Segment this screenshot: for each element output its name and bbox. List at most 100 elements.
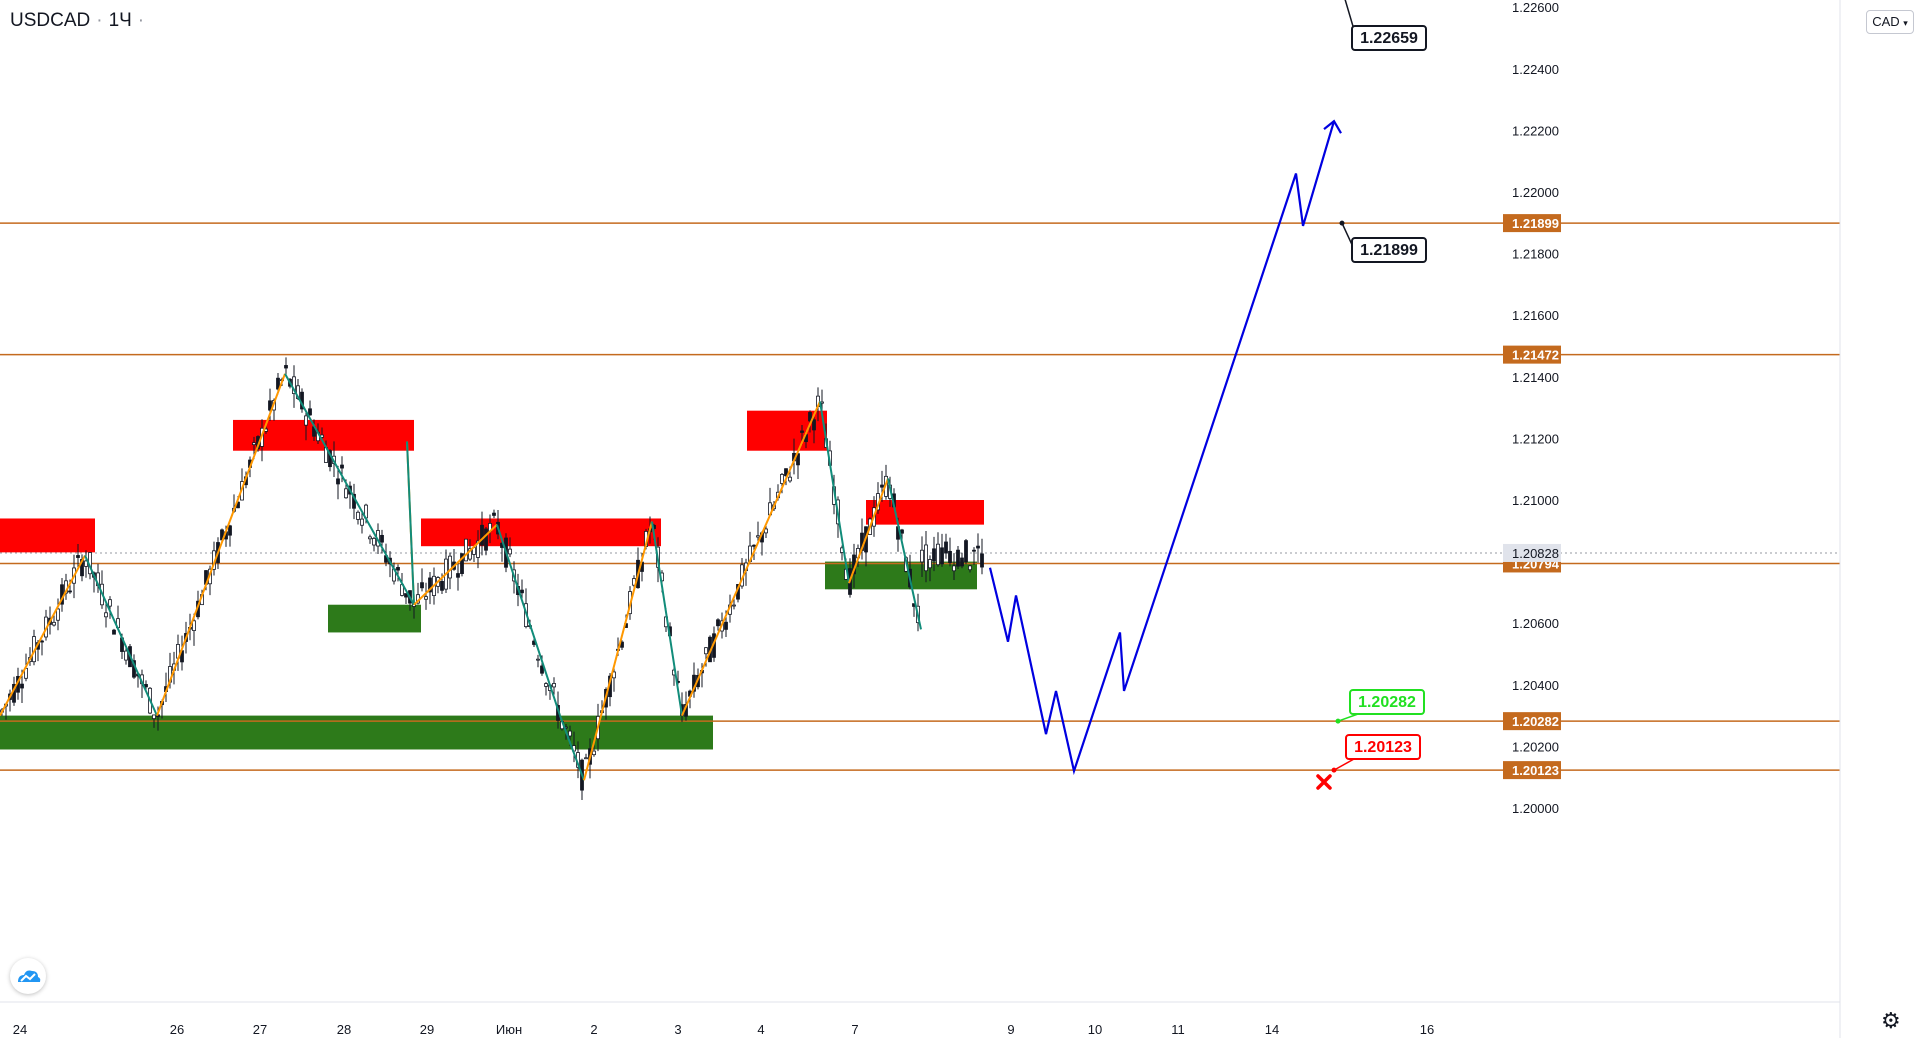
price-tags: 1.226591.218991.214721.207941.202821.201… (1503, 214, 1561, 780)
y-tick-label: 1.20000 (1512, 801, 1559, 816)
zigzag-segment (583, 521, 653, 781)
interval-label: 1Ч (108, 10, 132, 31)
chevron-down-icon: ▾ (1903, 18, 1908, 28)
candle-body (40, 640, 44, 643)
y-tick-label: 1.20600 (1512, 616, 1559, 631)
x-tick-label: 26 (170, 1022, 184, 1037)
take-profit-callout-box (1349, 689, 1425, 715)
candle-body (360, 518, 364, 526)
candle-body (544, 683, 548, 687)
candle-body (704, 647, 708, 655)
candle-body (424, 596, 428, 600)
y-tick-label: 1.21800 (1512, 247, 1559, 262)
supply-zone-3 (747, 410, 827, 451)
candle-body (372, 537, 376, 546)
x-tick-label: 7 (851, 1022, 858, 1037)
candle-body (976, 545, 980, 549)
candle-body (800, 430, 804, 433)
stop-loss-callout-leader (1333, 758, 1355, 771)
candle-body (536, 658, 540, 661)
symbol-name: USDCAD (10, 10, 91, 31)
candle-body (520, 589, 524, 594)
callouts-layer: 1.22659 1.21899 1.20282 1.20123 (1331, 0, 1427, 773)
price-level-tag-label: 1.21472 (1512, 348, 1559, 363)
candle-body (716, 619, 720, 627)
forecast-layer (988, 119, 1342, 776)
candle-body (944, 541, 948, 554)
x-tick-label: 29 (420, 1022, 434, 1037)
price-axis-bg (1840, 0, 1920, 1038)
candle-body (932, 548, 936, 562)
target-callout-anchor (1339, 220, 1345, 226)
tradingview-cloud-icon[interactable] (10, 958, 46, 994)
y-tick-label: 1.21200 (1512, 431, 1559, 446)
candle-body (492, 512, 496, 516)
zigzag-segment (156, 373, 286, 716)
candle-body (284, 365, 288, 369)
candle-body (396, 567, 400, 571)
candle-body (960, 557, 964, 567)
x-tick-label: 27 (253, 1022, 267, 1037)
supply-zone-2 (421, 518, 661, 547)
candle-body (468, 548, 472, 560)
candle-body (420, 582, 424, 589)
take-profit-callout-leader (1337, 713, 1359, 722)
current-price-tag (1503, 543, 1561, 562)
y-tick-label: 1.21600 (1512, 308, 1559, 323)
time-axis: 24 26 27 28 29 Июн 2 3 4 7 9 10 11 14 16 (13, 1022, 1434, 1037)
candle-body (404, 593, 408, 598)
candle-body (764, 528, 768, 534)
zigzag-segment (819, 401, 850, 584)
current-price-label: 1.20828 (1512, 546, 1559, 561)
stop-loss-callout-box (1345, 734, 1421, 760)
price-level-tag-label: 1.21899 (1512, 216, 1559, 231)
candle-body (192, 620, 196, 631)
target-callout-box (1351, 25, 1427, 51)
price-level-tag (1503, 761, 1561, 780)
candle-body (464, 538, 468, 562)
candle-body (104, 612, 108, 618)
price-level-tag (1503, 214, 1561, 233)
candle-body (948, 550, 952, 564)
symbol-header[interactable]: USDCAD · 1Ч · (10, 10, 150, 32)
candle-body (228, 525, 232, 536)
candle-body (480, 524, 484, 546)
zigzag-segment (413, 523, 498, 606)
candle-body (448, 555, 452, 579)
candle-body (756, 535, 760, 538)
price-level-tag-label: 1.20282 (1512, 714, 1559, 729)
candle-body (964, 540, 968, 563)
candle-body (268, 400, 272, 411)
y-tick-label: 1.21000 (1512, 493, 1559, 508)
candle-body (940, 547, 944, 565)
candle-body (972, 549, 976, 552)
currency-button[interactable]: CAD ▾ (1866, 10, 1914, 34)
candle-body (812, 419, 816, 431)
candle-body (344, 488, 348, 499)
y-tick-label: 1.21400 (1512, 370, 1559, 385)
take-profit-callout-label: 1.20282 (1358, 694, 1416, 711)
candle-body (152, 714, 156, 719)
price-axis: 1.200001.202001.204001.206001.208001.210… (1512, 0, 1559, 816)
y-tick-label: 1.22400 (1512, 62, 1559, 77)
zigzag-segment (681, 401, 821, 717)
y-tick-label: 1.20400 (1512, 678, 1559, 693)
supply-zone-4 (866, 500, 984, 525)
price-levels-layer (0, 222, 1840, 771)
candle-body (276, 377, 280, 390)
y-tick-label: 1.20200 (1512, 739, 1559, 754)
candle-body (252, 442, 256, 446)
candle-body (900, 529, 904, 534)
header-separator: · (96, 10, 103, 31)
x-tick-label: 4 (757, 1022, 764, 1037)
gear-icon[interactable]: ⚙ (1881, 1008, 1901, 1033)
supply-zone-0 (0, 518, 95, 553)
x-tick-label: 16 (1420, 1022, 1434, 1037)
candle-body (732, 604, 736, 607)
candle-body (484, 528, 488, 551)
candle-body (460, 553, 464, 574)
currency-label: CAD (1872, 14, 1900, 29)
x-tick-label: 9 (1007, 1022, 1014, 1037)
zigzag-segment (406, 441, 415, 605)
